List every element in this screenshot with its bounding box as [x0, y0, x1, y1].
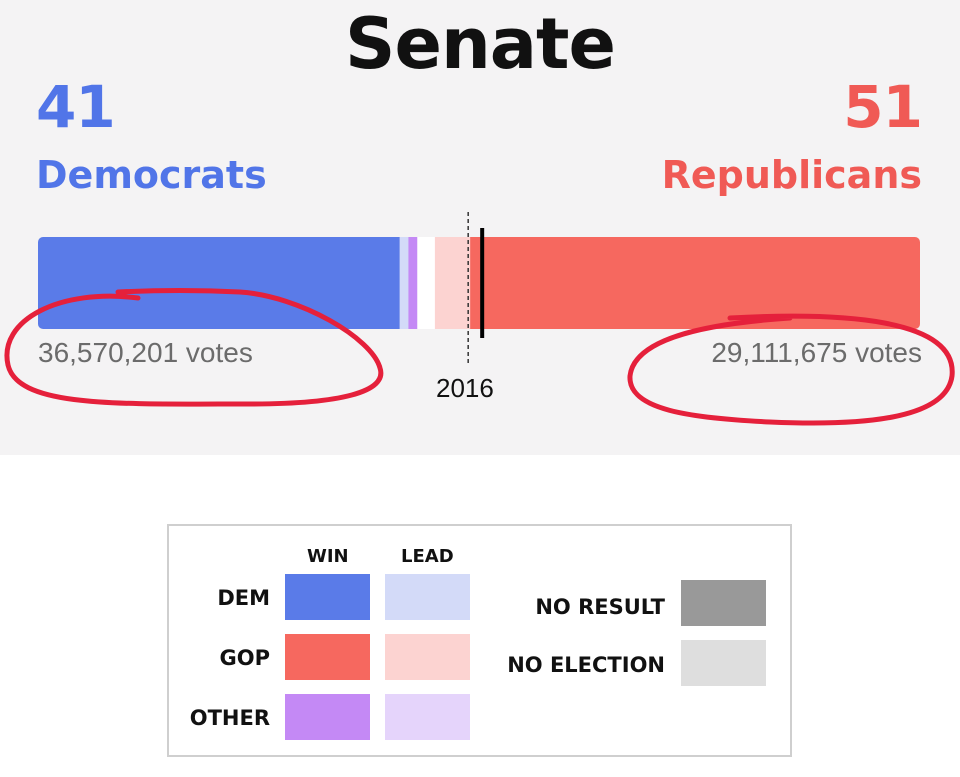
- bar-segment-dem-lead: [399, 237, 410, 329]
- republican-seat-count: 51: [843, 73, 923, 141]
- legend-swatch-other-lead: [385, 694, 470, 740]
- legend-swatch-gop-win: [285, 634, 370, 680]
- bar-segment-gop-lead: [434, 237, 471, 329]
- legend-row-label-other: OTHER: [189, 706, 270, 730]
- legend-header-win: WIN: [307, 546, 349, 567]
- annotation-circle-dem: [4, 288, 384, 407]
- page-title: Senate: [345, 3, 616, 85]
- results-panel: [0, 0, 960, 455]
- legend: WIN LEAD DEM GOP OTHER NO RESULT NO ELEC…: [167, 524, 792, 757]
- seat-bar: [38, 237, 920, 329]
- legend-swatch-no-result: [681, 580, 766, 626]
- legend-row-label-dem: DEM: [217, 586, 270, 610]
- seat-bar-chart: [4, 212, 955, 426]
- bar-segment-dem-win: [38, 237, 401, 329]
- bar-segment-other-win: [408, 237, 418, 329]
- legend-row-label-gop: GOP: [219, 646, 270, 670]
- republican-vote-total: 29,111,675 votes: [711, 337, 922, 368]
- democrat-seat-count: 41: [36, 73, 116, 141]
- annotation-circle-gop: [627, 313, 955, 426]
- legend-label-no-election: NO ELECTION: [507, 653, 665, 677]
- year-marker-label: 2016: [436, 373, 494, 403]
- legend-header-lead: LEAD: [401, 546, 454, 567]
- legend-swatch-no-election: [681, 640, 766, 686]
- legend-swatch-dem-lead: [385, 574, 470, 620]
- bar-segment-no-result: [417, 237, 436, 329]
- legend-label-no-result: NO RESULT: [535, 595, 665, 619]
- democrat-label: Democrats: [36, 153, 267, 197]
- legend-swatch-gop-lead: [385, 634, 470, 680]
- bar-segment-gop-win: [470, 237, 920, 329]
- legend-swatch-other-win: [285, 694, 370, 740]
- republican-label: Republicans: [661, 153, 922, 197]
- legend-swatch-dem-win: [285, 574, 370, 620]
- democrat-vote-total: 36,570,201 votes: [38, 337, 253, 368]
